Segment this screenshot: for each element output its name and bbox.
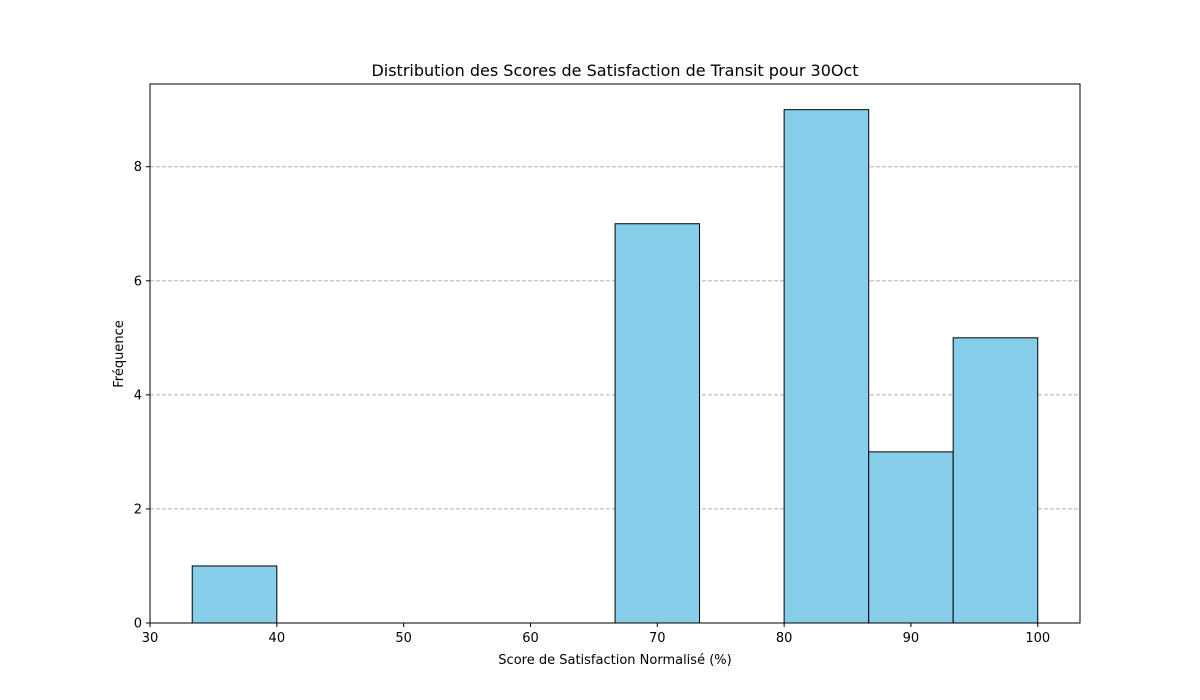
x-tick-label-6: 90 <box>903 631 920 646</box>
y-axis-label: Fréquence <box>112 320 127 387</box>
x-axis-label: Score de Satisfaction Normalisé (%) <box>498 653 731 668</box>
histogram-bar-0 <box>191 565 278 624</box>
histogram-bar-9 <box>952 337 1039 624</box>
x-tick-label-5: 80 <box>776 631 793 646</box>
histogram-bars <box>191 109 1039 624</box>
x-tick-label-2: 50 <box>395 631 412 646</box>
histogram-bar-7 <box>783 109 870 624</box>
y-tick-label-3: 6 <box>134 274 142 289</box>
y-tick-label-2: 4 <box>134 388 142 403</box>
y-tick-label-0: 0 <box>134 617 142 632</box>
histogram-bar-5 <box>614 223 701 624</box>
histogram-bar-8 <box>868 451 954 624</box>
y-tick-label-4: 8 <box>134 160 142 175</box>
x-axis-ticks: 30 40 50 60 70 80 90 100 <box>142 623 1050 646</box>
x-tick-label-0: 30 <box>142 631 159 646</box>
y-tick-label-1: 2 <box>134 502 142 517</box>
x-tick-label-1: 40 <box>269 631 286 646</box>
x-tick-label-7: 100 <box>1025 631 1050 646</box>
plot-area-frame <box>149 83 1081 624</box>
y-axis-ticks: 0 2 4 6 8 <box>134 160 150 632</box>
x-tick-label-4: 70 <box>649 631 666 646</box>
x-tick-label-3: 60 <box>522 631 539 646</box>
chart-title: Distribution des Scores de Satisfaction … <box>371 61 858 80</box>
